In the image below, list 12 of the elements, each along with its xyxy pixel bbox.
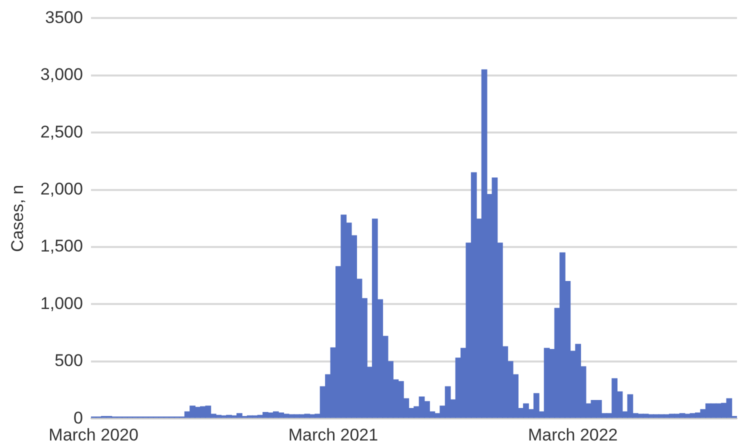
y-tick-label: 3,000 [40, 65, 83, 84]
y-tick-label: 3500 [45, 8, 83, 27]
x-tick-label: March 2022 [528, 425, 618, 444]
y-tick-label: 500 [54, 351, 83, 370]
y-axis-title: Cases, n [8, 184, 27, 252]
y-tick-label: 2,000 [40, 179, 83, 198]
y-tick-label: 2,500 [40, 122, 83, 142]
x-tick-label: March 2021 [288, 425, 378, 444]
y-tick-label: 1,000 [40, 294, 83, 313]
x-tick-label: March 2020 [48, 425, 138, 444]
y-tick-label: 0 [73, 408, 83, 428]
y-tick-label: 1,500 [40, 236, 83, 256]
